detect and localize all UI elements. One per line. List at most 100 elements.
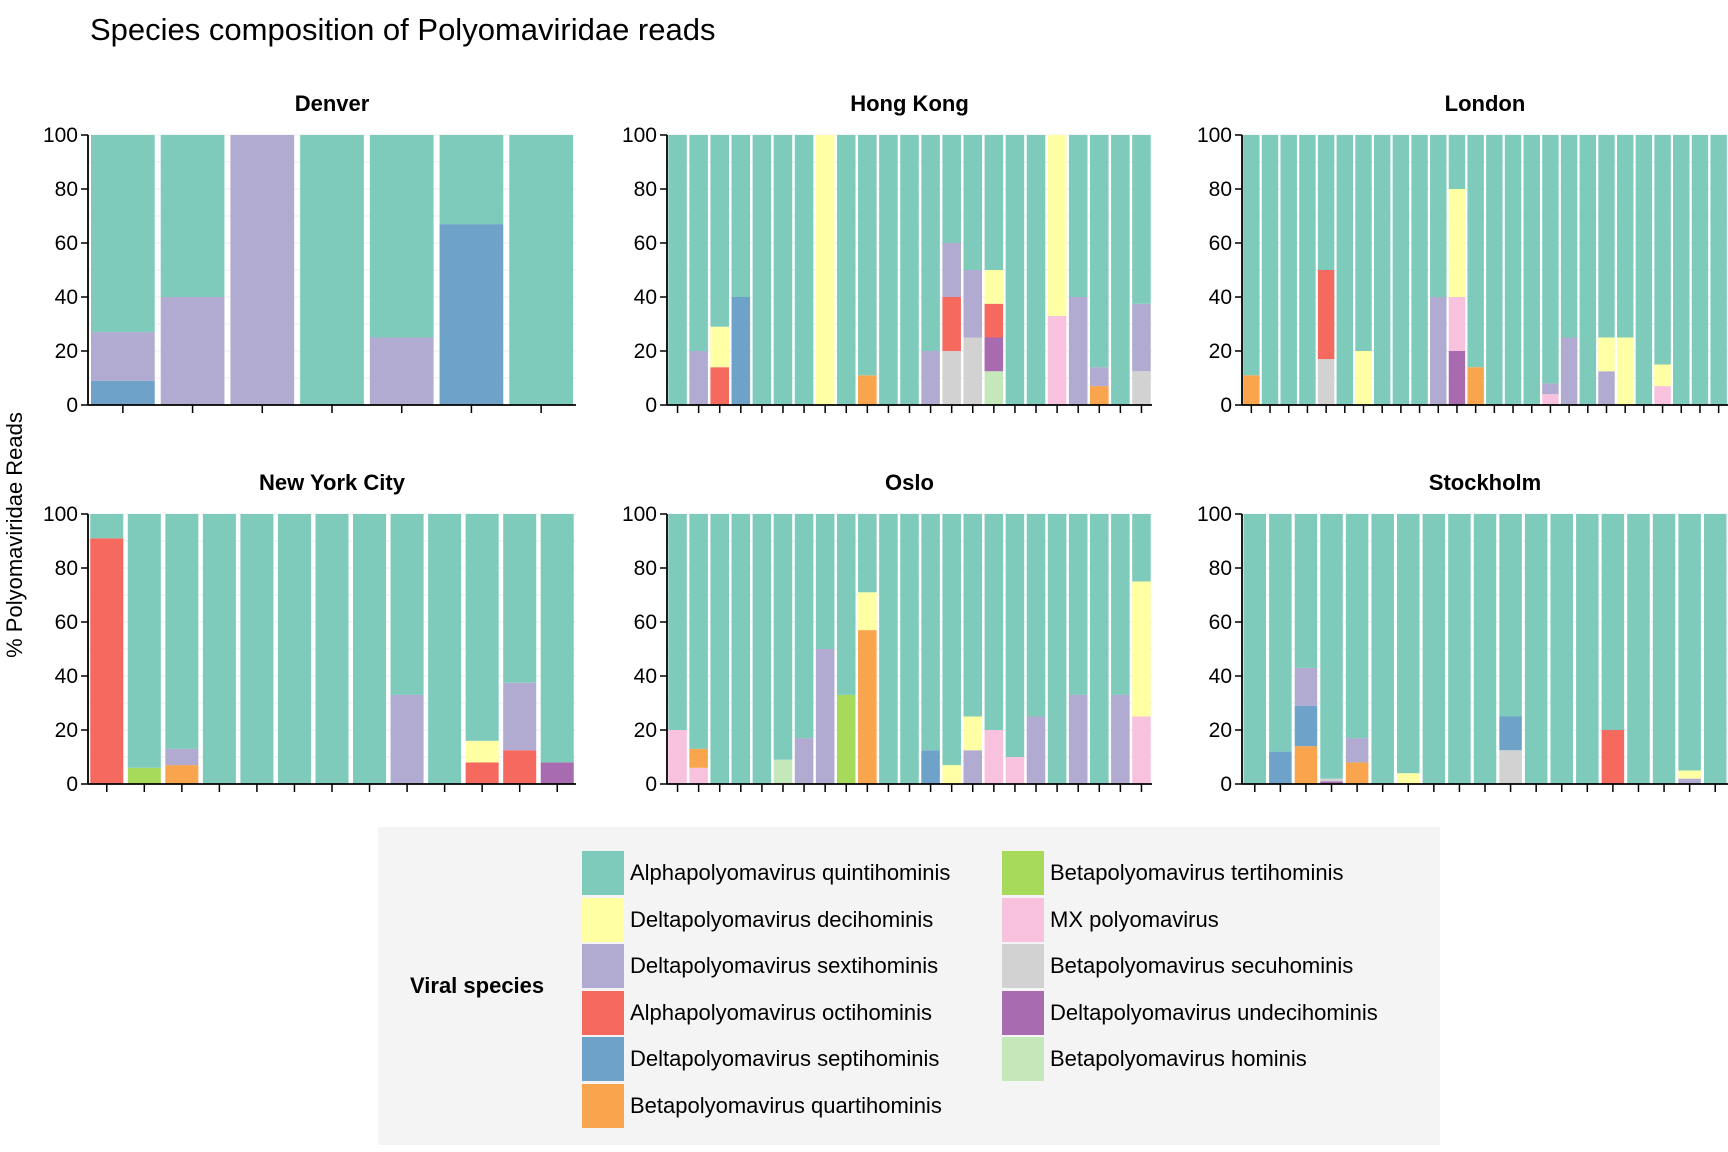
bar-segment-deltapolyomavirus-sextihominis xyxy=(1068,297,1088,405)
bar-segment-alphapolyomavirus-quintihominis xyxy=(963,135,983,270)
y-tick-label: 40 xyxy=(55,665,78,688)
bar-segment-alphapolyomavirus-quintihominis xyxy=(710,514,729,784)
bar xyxy=(1261,135,1279,405)
bar-segment-alphapolyomavirus-quintihominis xyxy=(1090,135,1109,368)
bar-segment-betapolyomavirus-secuhominis xyxy=(1320,778,1343,782)
bar-segment-deltapolyomavirus-sextihominis xyxy=(160,297,225,405)
bar xyxy=(752,135,772,405)
bar-segment-alphapolyomavirus-quintihominis xyxy=(858,135,877,376)
bar-segment-alphapolyomavirus-quintihominis xyxy=(240,514,274,784)
bar xyxy=(1243,135,1260,405)
y-tick-label: 80 xyxy=(634,178,657,201)
bar-segment-alphapolyomavirus-quintihominis xyxy=(1576,514,1599,784)
bar xyxy=(509,135,573,405)
bar-segment-betapolyomavirus-secuhominis xyxy=(1132,371,1151,405)
bar xyxy=(1243,514,1267,784)
bar-segment-alphapolyomavirus-quintihominis xyxy=(428,514,462,784)
panel-london: London 0 20 40 60 80 100 xyxy=(1197,91,1728,417)
bar-segment-alphapolyomavirus-quintihominis xyxy=(1132,135,1151,304)
chart-title: Species composition of Polyomaviridae re… xyxy=(90,12,716,47)
bar-segment-betapolyomavirus-quartihominis xyxy=(1294,746,1318,784)
bar-segment-alphapolyomavirus-quintihominis xyxy=(1473,514,1497,784)
y-tick-label: 40 xyxy=(1209,665,1232,688)
y-tick-label: 60 xyxy=(55,232,78,255)
bar-segment-betapolyomavirus-quartihominis xyxy=(689,748,708,768)
bar-segment-deltapolyomavirus-sextihominis xyxy=(1090,367,1109,387)
bar xyxy=(1411,135,1428,405)
y-tick-label: 40 xyxy=(55,286,78,309)
legend-title: Viral species xyxy=(410,973,545,998)
panel-title: Oslo xyxy=(885,470,934,495)
y-tick-label: 100 xyxy=(43,503,78,526)
bar-segment-alphapolyomavirus-quintihominis xyxy=(1691,135,1709,405)
bar-segment-deltapolyomavirus-septihominis xyxy=(921,750,940,784)
bar-segment-deltapolyomavirus-decihominis xyxy=(984,270,1004,304)
bar xyxy=(1710,135,1727,405)
bar xyxy=(1371,514,1394,784)
bar-segment-deltapolyomavirus-decihominis xyxy=(710,326,729,368)
bar-segment-alphapolyomavirus-quintihominis xyxy=(1111,514,1130,695)
bar-segment-deltapolyomavirus-decihominis xyxy=(1616,337,1634,405)
bar-segment-alphapolyomavirus-quintihominis xyxy=(752,514,772,784)
legend-item-deltapolyomavirus-decihominis: Deltapolyomavirus decihominis xyxy=(582,897,933,942)
bar xyxy=(1542,135,1559,405)
bar xyxy=(879,514,898,784)
bar-segment-deltapolyomavirus-septihominis xyxy=(731,297,751,405)
bar xyxy=(1132,135,1151,405)
bar-segment-betapolyomavirus-hominis xyxy=(984,371,1004,405)
bar xyxy=(1673,135,1690,405)
bar-segment-deltapolyomavirus-sextihominis xyxy=(1111,694,1130,784)
y-tick-label: 100 xyxy=(1197,503,1232,526)
bar-segment-betapolyomavirus-secuhominis xyxy=(963,337,983,405)
bar xyxy=(127,514,161,784)
bar-segment-alphapolyomavirus-quintihominis xyxy=(1320,514,1343,779)
bar xyxy=(540,514,574,784)
legend-item-betapolyomavirus-quartihominis: Betapolyomavirus quartihominis xyxy=(582,1083,942,1128)
bar-segment-deltapolyomavirus-decihominis xyxy=(1654,364,1671,387)
bar-segment-alphapolyomavirus-quintihominis xyxy=(1280,135,1297,405)
bar-segment-betapolyomavirus-hominis xyxy=(773,759,793,784)
bar-segment-alphapolyomavirus-quintihominis xyxy=(91,135,155,333)
legend-swatch xyxy=(1002,1037,1044,1081)
bar xyxy=(1652,514,1676,784)
bar xyxy=(1111,514,1130,784)
bar xyxy=(1627,514,1650,784)
bar xyxy=(1598,135,1615,405)
bar-segment-alphapolyomavirus-quintihominis xyxy=(1542,135,1559,384)
bar-segment-alphapolyomavirus-quintihominis xyxy=(963,514,983,717)
bar-segment-deltapolyomavirus-sextihominis xyxy=(1598,371,1615,405)
bar-segment-alphapolyomavirus-quintihominis xyxy=(858,514,877,593)
bar-segment-alphapolyomavirus-quintihominis xyxy=(1486,135,1503,405)
bar-segment-mx-polyomavirus xyxy=(1542,394,1559,405)
bar-segment-betapolyomavirus-quartihominis xyxy=(1345,762,1369,784)
bar-segment-deltapolyomavirus-decihominis xyxy=(1047,135,1067,316)
bar-segment-alphapolyomavirus-quintihominis xyxy=(439,135,504,225)
bar-segment-alphapolyomavirus-quintihominis xyxy=(1703,514,1727,784)
bar xyxy=(731,135,751,405)
bar-segment-mx-polyomavirus xyxy=(689,767,708,784)
bar xyxy=(90,514,124,784)
bar-segment-alphapolyomavirus-quintihominis xyxy=(1448,514,1471,784)
bar xyxy=(1467,135,1484,405)
bar-segment-alphapolyomavirus-quintihominis xyxy=(160,135,225,297)
legend-item-mx-polyomavirus: MX polyomavirus xyxy=(1002,897,1219,942)
bar xyxy=(428,514,462,784)
legend-label: Alphapolyomavirus octihominis xyxy=(630,999,933,1025)
bar-segment-alphapolyomavirus-quintihominis xyxy=(794,135,814,405)
bar-segment-alphapolyomavirus-quintihominis xyxy=(836,135,856,405)
bar-segment-alphapolyomavirus-quintihominis xyxy=(1373,135,1391,405)
bar-segment-deltapolyomavirus-sextihominis xyxy=(165,748,199,766)
bar-segment-mx-polyomavirus xyxy=(668,730,687,784)
bar-segment-betapolyomavirus-quartihominis xyxy=(858,375,877,405)
bar-segment-alphapolyomavirus-octihominis xyxy=(1317,270,1335,360)
bar-segment-alphapolyomavirus-quintihominis xyxy=(1635,135,1653,405)
y-tick-label: 0 xyxy=(645,773,657,796)
bar xyxy=(836,514,856,784)
bar xyxy=(942,135,961,405)
bar-segment-deltapolyomavirus-decihominis xyxy=(858,592,877,631)
bar-segment-alphapolyomavirus-quintihominis xyxy=(1448,135,1466,189)
y-tick-label: 0 xyxy=(66,773,78,796)
bar-segment-alphapolyomavirus-quintihominis xyxy=(1430,135,1447,297)
bar xyxy=(1691,135,1709,405)
y-tick-label: 80 xyxy=(55,557,78,580)
